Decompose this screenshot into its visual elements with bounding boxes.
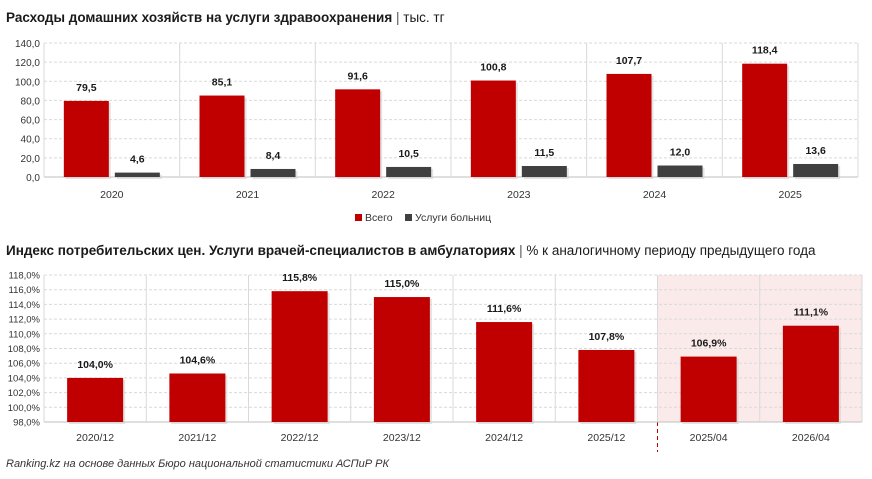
y-tick-label: 120,0 — [15, 58, 40, 69]
data-label: 107,8% — [589, 331, 625, 343]
data-label: 12,0 — [670, 147, 691, 159]
data-label: 85,1 — [212, 77, 233, 89]
x-tick-label: 2025 — [778, 189, 802, 201]
x-tick-label: 2025/04 — [690, 432, 728, 444]
bar-total — [470, 80, 516, 177]
data-label: 118,4 — [752, 45, 778, 57]
data-label: 11,5 — [534, 147, 554, 159]
bar-total — [606, 73, 652, 177]
x-tick-label: 2026/04 — [792, 432, 830, 444]
chart1-plot: 0,0 20,0 40,0 60,0 80,0 100,0 120,0 140,0 79,5 4,… — [15, 39, 859, 224]
bar-cpi — [169, 373, 226, 422]
bar-hospital — [521, 165, 567, 177]
data-label: 104,0% — [77, 359, 113, 371]
bar-cpi — [373, 297, 430, 422]
bar-hospital — [114, 172, 160, 177]
bar-cpi — [476, 322, 533, 422]
bar-cpi — [782, 325, 839, 422]
bar-total — [335, 89, 381, 177]
data-label: 4,6 — [130, 154, 145, 166]
y-tick-label: 140,0 — [15, 39, 40, 50]
x-tick-label: 2022/12 — [281, 432, 319, 444]
y-tick-label: 118,0% — [8, 271, 40, 282]
x-tick-label: 2020 — [100, 189, 124, 201]
data-label: 111,1% — [794, 307, 829, 319]
bar-hospital — [250, 168, 296, 177]
data-label: 107,7 — [616, 55, 642, 67]
bar-cpi — [271, 291, 328, 422]
data-label: 115,8% — [282, 272, 318, 284]
data-label: 106,9% — [691, 338, 727, 350]
y-tick-label: 108,0% — [8, 344, 41, 355]
bar-cpi — [680, 356, 737, 422]
data-label: 8,4 — [266, 150, 281, 162]
x-tick-label: 2024/12 — [485, 432, 523, 444]
bar-cpi — [578, 349, 635, 422]
chart2-title-text: Индекс потребительских цен. Услуги враче… — [6, 243, 516, 258]
x-tick-label: 2020/12 — [76, 432, 114, 444]
legend-label: Всего — [365, 212, 393, 224]
x-tick-label: 2021 — [236, 189, 260, 201]
y-tick-label: 100,0% — [8, 403, 41, 414]
y-tick-label: 40,0 — [21, 135, 41, 146]
chart2-title: Индекс потребительских цен. Услуги враче… — [6, 243, 816, 258]
bar-cpi — [67, 377, 124, 422]
y-tick-label: 100,0 — [15, 77, 40, 88]
legend-swatch — [405, 214, 412, 221]
y-tick-label: 112,0% — [8, 315, 40, 326]
bar-total — [63, 100, 109, 177]
title-separator: | — [395, 10, 400, 25]
x-tick-label: 2023/12 — [383, 432, 421, 444]
chart1-title: Расходы домашних хозяйств на услуги здра… — [6, 10, 445, 25]
y-tick-label: 98,0% — [13, 418, 40, 429]
x-tick-label: 2025/12 — [587, 432, 625, 444]
data-label: 104,6% — [180, 354, 216, 366]
chart1-unit: тыс. тг — [403, 10, 445, 25]
chart1-title-text: Расходы домашних хозяйств на услуги здра… — [6, 10, 393, 25]
y-tick-label: 0,0 — [26, 173, 40, 184]
y-tick-label: 60,0 — [21, 116, 41, 127]
legend-swatch — [355, 214, 362, 221]
y-tick-label: 116,0% — [8, 285, 40, 296]
y-tick-label: 114,0% — [8, 300, 40, 311]
data-label: 79,5 — [76, 82, 97, 94]
y-tick-label: 20,0 — [21, 154, 41, 165]
y-tick-label: 102,0% — [8, 388, 41, 399]
legend-label: Услуги больниц — [415, 212, 491, 224]
bar-total — [742, 63, 788, 177]
x-tick-label: 2022 — [371, 189, 395, 201]
x-tick-label: 2021/12 — [178, 432, 216, 444]
source-note: Ranking.kz на основе данных Бюро национа… — [6, 458, 389, 470]
y-tick-label: 110,0% — [8, 329, 40, 340]
data-label: 111,6% — [487, 303, 522, 315]
x-tick-label: 2023 — [507, 189, 531, 201]
chart2-plot: 98,0% 100,0% 102,0% 104,0% 106,0% 108,0% 110,0… — [8, 271, 863, 452]
chart2-unit: % к аналогичному периоду предыдущего год… — [526, 243, 816, 258]
y-tick-label: 104,0% — [8, 373, 41, 384]
data-label: 115,0% — [384, 278, 420, 290]
bar-hospital — [793, 163, 839, 177]
data-label: 10,5 — [398, 148, 419, 160]
data-label: 13,6 — [805, 145, 826, 157]
y-tick-label: 106,0% — [8, 359, 41, 370]
data-label: 100,8 — [480, 62, 506, 74]
bar-hospital — [657, 165, 703, 177]
x-tick-label: 2024 — [643, 189, 667, 201]
title-separator: | — [519, 243, 523, 258]
data-label: 91,6 — [347, 70, 368, 82]
y-tick-label: 80,0 — [21, 96, 41, 107]
bar-hospital — [386, 166, 432, 177]
bar-total — [199, 95, 245, 177]
